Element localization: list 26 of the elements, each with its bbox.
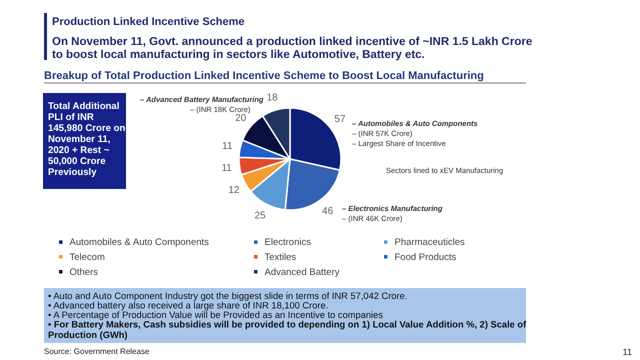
text: 11: [622, 347, 632, 357]
legend-label: Advanced Battery: [264, 266, 340, 278]
legend-label: Pharmaceuticles: [394, 237, 465, 248]
legend-label: Automobiles & Auto Components: [70, 237, 210, 248]
data-label: 46: [322, 206, 334, 217]
data-label: 18: [266, 92, 278, 104]
legend-label: Electronics: [264, 237, 312, 248]
text: Total Additional PLI of INR 145,980 Crore on November 11, 2020 + Rest ~ 50,000 Crore Previously: [48, 101, 126, 178]
source-note: Source: Government Release: [44, 347, 150, 356]
data-label: 11: [222, 141, 233, 152]
text: • Advanced battery also received a large share of INR 18,100 Crore.: [48, 300, 328, 310]
data-label: 12: [228, 184, 240, 196]
text: • Auto and Auto Component Industry got the biggest slide in terms of INR 57,042 Crore.: [48, 291, 408, 301]
data-label: 11: [221, 163, 232, 174]
text: On November 11, Govt. announced a production linked incentive of ~INR 1.5 Lakh Crore to boost local manufacturing in sectors like Automotive, Battery etc.: [52, 36, 532, 62]
legend-label: Textiles: [264, 252, 296, 263]
legend-label: Others: [70, 266, 98, 278]
data-label: 57: [334, 114, 346, 125]
chart-title: Breakup of Total Production Linked Incentive Scheme to Boost Local Manufacturing: [44, 70, 484, 82]
legend-label: Telecom: [70, 252, 105, 263]
data-label: 20: [235, 113, 247, 124]
text: Production Linked Incentive Scheme: [52, 16, 245, 28]
text: • A Percentage of Production Value will be Provided as an Incentive to companies: [48, 310, 384, 320]
data-label: 25: [254, 210, 266, 222]
text: • For Battery Makers, Cash subsidies will be provided to depending on 1) Local Value Addition %, 2) Scale of Production (GWh): [48, 320, 528, 340]
legend-label: Food Products: [394, 252, 457, 263]
